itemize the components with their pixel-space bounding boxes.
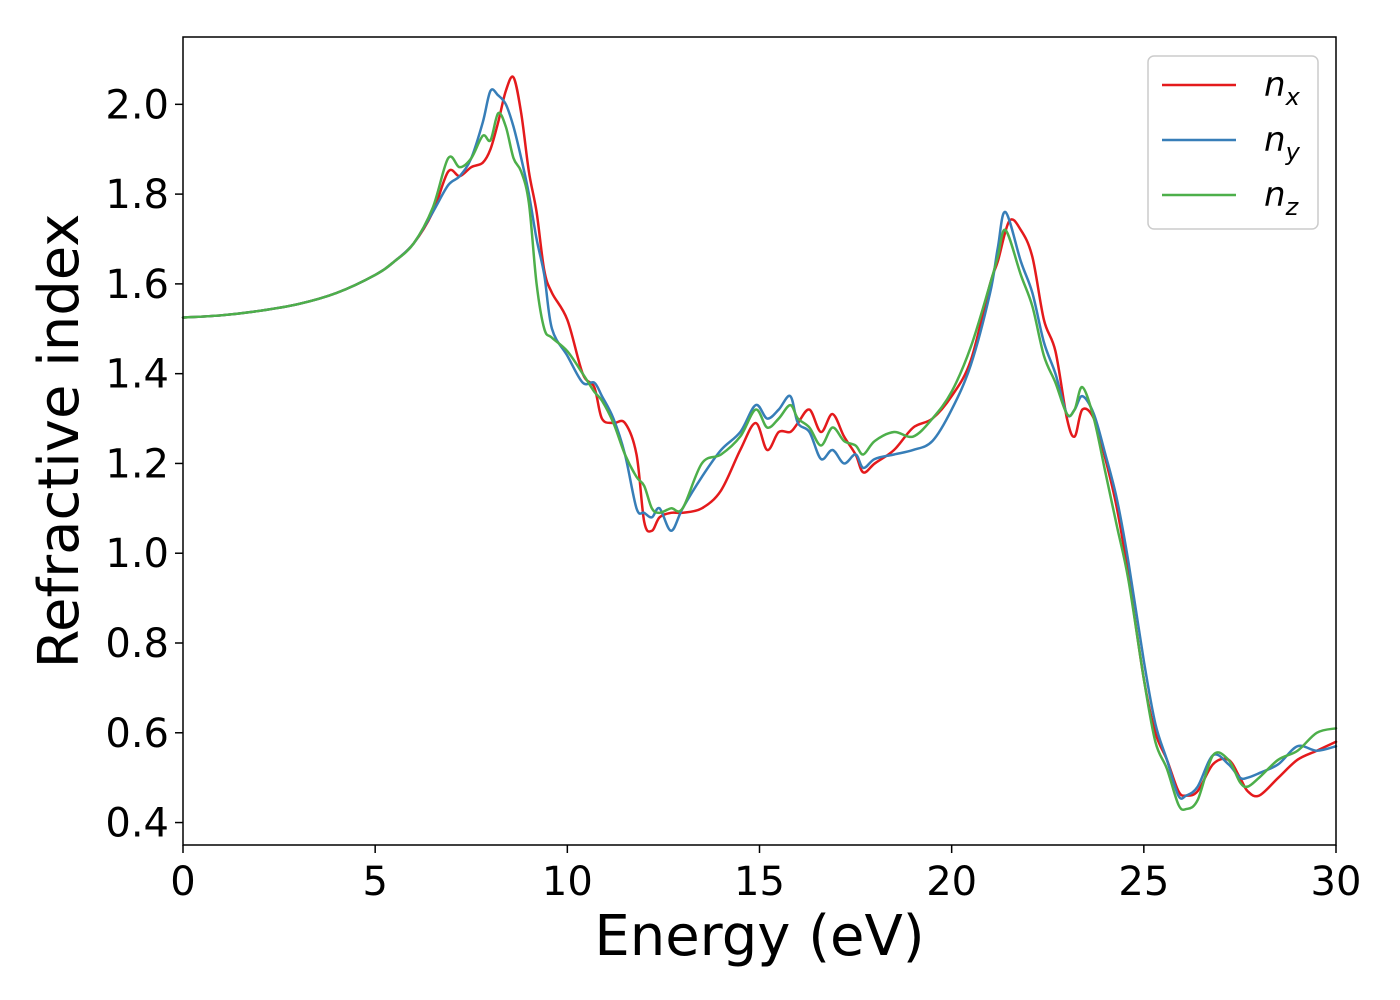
- y-tick-label: 2.0: [105, 82, 169, 128]
- legend-label-main: n: [1264, 120, 1286, 160]
- legend-box: [1147, 55, 1319, 230]
- y-tick-label: 1.6: [105, 262, 169, 308]
- legend-label-subscript: x: [1285, 83, 1301, 111]
- y-tick-label: 0.6: [105, 711, 169, 757]
- y-axis: 0.4 0.6 0.8 1.0 1.2 1.4 1.6 1.8 2.0: [105, 82, 183, 847]
- plot-background: [183, 37, 1336, 845]
- x-axis-title: Energy (eV): [594, 904, 924, 969]
- x-tick-label: 10: [542, 859, 593, 905]
- series-line-nz: [181, 111, 1338, 812]
- legend-label-nz: nz: [1264, 175, 1300, 221]
- x-tick-label: 0: [170, 859, 195, 905]
- series-layer: [181, 75, 1338, 812]
- series-line-ny: [181, 88, 1338, 800]
- y-tick-label: 0.8: [105, 621, 169, 667]
- legend-label-ny: ny: [1264, 120, 1301, 166]
- legend-label-subscript: y: [1285, 138, 1301, 166]
- y-tick-label: 1.0: [105, 531, 169, 577]
- y-tick-label: 1.2: [105, 441, 169, 487]
- legend-label-main: n: [1264, 175, 1286, 215]
- legend-label-nx: nx: [1264, 65, 1301, 111]
- legend-label-main: n: [1264, 65, 1286, 105]
- x-tick-label: 25: [1118, 859, 1169, 905]
- legend-label-subscript: z: [1285, 193, 1300, 221]
- y-axis-title: Refractive index: [27, 214, 92, 669]
- x-tick-label: 30: [1311, 859, 1362, 905]
- y-tick-label: 1.4: [105, 352, 169, 398]
- x-tick-label: 15: [734, 859, 785, 905]
- x-tick-label: 20: [926, 859, 977, 905]
- y-tick-label: 1.8: [105, 172, 169, 218]
- x-tick-label: 5: [362, 859, 387, 905]
- x-axis: 0 5 10 15 20 25 30: [170, 845, 1361, 905]
- y-tick-label: 0.4: [105, 801, 169, 847]
